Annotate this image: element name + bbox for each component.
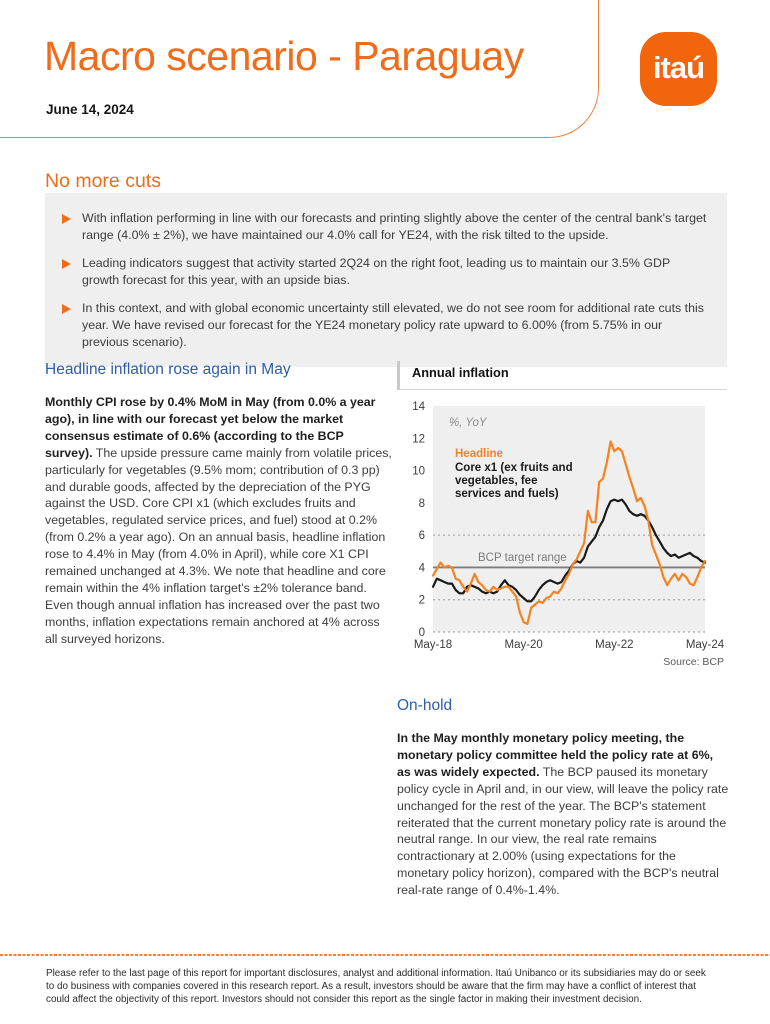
- legend-core-line3: services and fuels): [455, 488, 559, 500]
- header-border-curve: [0, 0, 599, 138]
- chart-source: Source: BCP: [663, 656, 724, 668]
- core-x1-line: [431, 498, 707, 603]
- y-tick-label: 4: [419, 562, 426, 574]
- summary-bullet: With inflation performing in line with o…: [62, 210, 707, 244]
- footer-divider: [0, 954, 770, 956]
- bullet-text: Leading indicators suggest that activity…: [82, 256, 670, 287]
- legend-core-line1: Core x1 (ex fruits and: [455, 462, 573, 474]
- inflation-paragraph: Monthly CPI rose by 0.4% MoM in May (fro…: [45, 394, 392, 648]
- x-tick-label: May-24: [686, 639, 725, 651]
- report-date: June 14, 2024: [46, 102, 134, 117]
- bullet-text: With inflation performing in line with o…: [82, 211, 707, 242]
- bullet-arrow-icon: [62, 258, 71, 269]
- inflation-paragraph-lead: Monthly CPI rose by 0.4% MoM in May (fro…: [45, 395, 376, 460]
- x-tick-label: May-18: [414, 639, 452, 651]
- x-tick-label: May-20: [504, 639, 542, 651]
- y-tick-label: 12: [412, 433, 425, 445]
- legend-core-line2: vegetables, fee: [455, 475, 537, 487]
- y-axis-unit-label: %, YoY: [449, 417, 488, 429]
- chart-series-lines: [431, 440, 707, 625]
- headline-line: [431, 440, 707, 625]
- bullet-text: In this context, and with global economi…: [82, 301, 704, 349]
- section-heading-no-more-cuts: No more cuts: [45, 170, 161, 193]
- summary-bullet: Leading indicators suggest that activity…: [62, 255, 707, 289]
- inflation-section: Headline inflation rose again in May Mon…: [45, 361, 392, 648]
- itau-logo-text: itaú: [652, 49, 705, 85]
- on-hold-paragraph-lead: In the May monthly monetary policy meeti…: [397, 731, 714, 779]
- itau-logo: itaú: [640, 32, 717, 106]
- section-heading-on-hold: On-hold: [397, 697, 453, 714]
- bullet-arrow-icon: [62, 213, 71, 224]
- x-tick-label: May-22: [595, 639, 633, 651]
- page-title: Macro scenario - Paraguay: [44, 33, 524, 79]
- inflation-paragraph-body: The upside pressure came mainly from vol…: [45, 445, 392, 646]
- y-tick-label: 6: [419, 530, 425, 542]
- legend-headline: Headline: [455, 448, 503, 460]
- chart-title: Annual inflation: [397, 361, 727, 390]
- footer-disclaimer: Please refer to the last page of this re…: [46, 968, 706, 1005]
- summary-bullet: In this context, and with global economi…: [62, 300, 707, 351]
- bullet-arrow-icon: [62, 303, 71, 314]
- y-tick-label: 10: [412, 466, 425, 478]
- y-tick-label: 8: [419, 498, 425, 510]
- on-hold-section: On-hold In the May monthly monetary poli…: [397, 697, 729, 899]
- plot-background: [433, 406, 705, 632]
- summary-box: With inflation performing in line with o…: [45, 193, 727, 367]
- chart-canvas: 0 2 4 6 8 10 12 14 May-18 May-20 May-22 May-24 %, Y…: [412, 401, 725, 668]
- y-tick-label: 0: [419, 627, 425, 639]
- annual-inflation-chart: Annual inflation 0 2 4 6 8 10 12 14 May-18 May-20…: [397, 361, 727, 669]
- target-range-label: BCP target range: [478, 552, 567, 564]
- y-tick-label: 2: [419, 595, 425, 607]
- on-hold-paragraph: In the May monthly monetary policy meeti…: [397, 730, 729, 899]
- section-heading-headline-inflation: Headline inflation rose again in May: [45, 361, 291, 378]
- on-hold-paragraph-body: The BCP paused its monetary policy cycle…: [397, 764, 729, 898]
- y-tick-label: 14: [412, 401, 425, 413]
- chart-axis-labels: 0 2 4 6 8 10 12 14 May-18 May-20 May-22 May-24: [412, 401, 725, 651]
